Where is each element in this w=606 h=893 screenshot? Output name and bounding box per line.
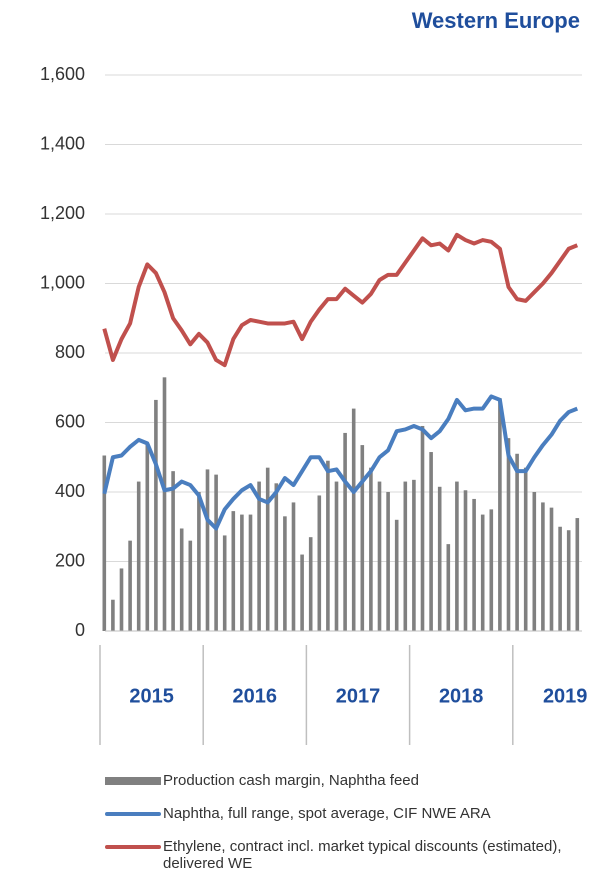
bar xyxy=(162,377,167,631)
bar xyxy=(214,474,218,631)
bar xyxy=(523,467,528,631)
y-tick-label: 1,200 xyxy=(40,203,85,223)
y-tick-label: 1,600 xyxy=(40,64,85,84)
chart-title: Western Europe xyxy=(412,8,580,33)
bar xyxy=(197,492,201,631)
legend-label: Production cash margin, Naphtha feed xyxy=(163,772,419,789)
line xyxy=(102,394,579,531)
bar xyxy=(154,399,158,631)
bar xyxy=(145,443,150,631)
bar xyxy=(222,535,227,631)
legend-item: Ethylene, contract incl. market typical … xyxy=(105,838,585,872)
bar xyxy=(360,445,365,631)
year-label: 2015 xyxy=(129,685,174,707)
bar xyxy=(472,498,476,631)
year-label: 2017 xyxy=(336,685,381,707)
bar xyxy=(351,408,356,631)
bar xyxy=(506,438,511,631)
bar xyxy=(575,518,580,631)
bar xyxy=(403,481,408,631)
legend-label: Naphtha, full range, spot average, CIF N… xyxy=(163,805,491,822)
y-tick-label: 1,400 xyxy=(40,133,85,153)
bar xyxy=(171,471,175,631)
bar xyxy=(265,467,270,631)
bar xyxy=(541,502,545,631)
y-tick-label: 800 xyxy=(55,342,85,362)
y-tick-label: 600 xyxy=(55,411,85,431)
bar xyxy=(136,481,141,631)
bar xyxy=(369,467,373,631)
year-label: 2019 xyxy=(543,685,588,707)
y-tick-label: 1,000 xyxy=(40,272,85,292)
bar xyxy=(240,514,244,631)
bar xyxy=(515,453,519,631)
bar xyxy=(111,599,115,631)
y-tick-label: 400 xyxy=(55,481,85,501)
bar xyxy=(532,492,537,631)
bar xyxy=(334,481,339,631)
bar xyxy=(412,479,416,631)
year-label: 2016 xyxy=(233,685,278,707)
bar xyxy=(300,554,304,631)
bar xyxy=(549,507,554,631)
bar xyxy=(480,514,485,631)
bar xyxy=(283,516,287,631)
legend-swatch xyxy=(105,812,161,816)
bar xyxy=(205,469,210,631)
bar xyxy=(446,544,451,631)
legend-label: Ethylene, contract incl. market typical … xyxy=(163,838,562,872)
bar xyxy=(394,519,399,631)
bar xyxy=(128,540,132,631)
y-tick-label: 0 xyxy=(75,620,85,640)
bar xyxy=(377,481,382,631)
bar xyxy=(429,452,433,631)
bar xyxy=(188,540,193,631)
bar xyxy=(291,502,296,631)
bar xyxy=(343,432,347,631)
year-label: 2018 xyxy=(439,685,484,707)
chart: Western Europe 0 200 400 600 800 1,000 1,200 1,… xyxy=(40,8,588,745)
bar xyxy=(386,492,390,631)
bar xyxy=(455,481,459,631)
bar xyxy=(420,425,425,631)
bar xyxy=(308,537,313,631)
bar xyxy=(558,526,562,631)
line xyxy=(102,232,579,368)
legend: Production cash margin, Naphtha feed Naph… xyxy=(105,772,585,888)
bar xyxy=(437,486,442,631)
bar xyxy=(119,568,124,631)
bar xyxy=(102,455,107,631)
legend-item: Production cash margin, Naphtha feed xyxy=(105,772,585,789)
bar xyxy=(274,483,279,631)
bar xyxy=(317,495,322,631)
bar xyxy=(179,528,184,631)
bar xyxy=(489,509,494,631)
bar xyxy=(463,490,468,631)
bar xyxy=(326,460,330,631)
legend-item: Naphtha, full range, spot average, CIF N… xyxy=(105,805,585,822)
legend-swatch xyxy=(105,777,161,785)
bar xyxy=(498,398,502,631)
bar xyxy=(248,514,253,631)
bar xyxy=(566,530,571,631)
bar xyxy=(257,481,261,631)
y-tick-label: 200 xyxy=(55,550,85,570)
legend-swatch xyxy=(105,845,161,849)
bar xyxy=(231,511,236,631)
